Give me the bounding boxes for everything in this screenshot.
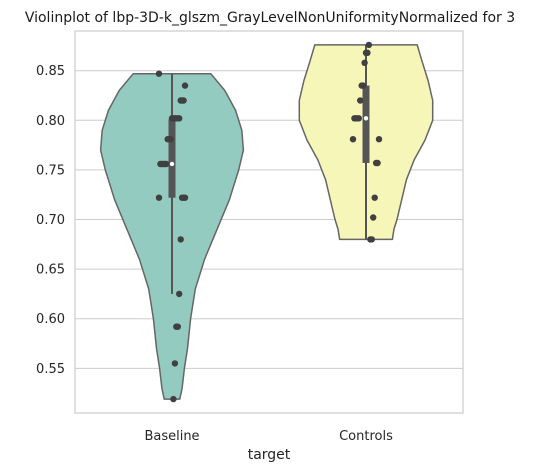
data-point-baseline (168, 115, 176, 122)
iqr-box-baseline (168, 119, 176, 198)
data-point-controls (362, 49, 370, 56)
data-point-controls (351, 115, 358, 122)
data-point-baseline (173, 323, 180, 330)
data-point-baseline (177, 236, 184, 243)
violin-layer (99, 44, 434, 400)
y-tick-label: 0.75 (36, 163, 65, 178)
data-point-controls (372, 159, 380, 167)
y-tick-label: 0.80 (36, 114, 65, 129)
data-point-baseline (178, 194, 186, 201)
median-marker-baseline (169, 161, 175, 167)
data-point-baseline (181, 82, 189, 89)
data-point-controls (375, 136, 383, 143)
data-point-controls (370, 214, 377, 221)
data-point-controls (357, 97, 364, 104)
x-axis-label: target (248, 447, 291, 463)
data-point-baseline (157, 160, 164, 168)
data-point-baseline (155, 194, 163, 201)
box-layer (168, 44, 370, 294)
data-point-controls (358, 82, 365, 89)
y-tick-label: 0.85 (36, 64, 65, 79)
data-point-baseline (155, 70, 163, 77)
data-point-controls (365, 41, 373, 49)
data-point-baseline (171, 360, 179, 367)
y-tick-label: 0.65 (36, 263, 65, 278)
iqr-box-controls (362, 85, 370, 163)
data-point-baseline (170, 395, 177, 403)
chart-title: Violinplot of lbp-3D-k_glszm_GrayLevelNo… (25, 10, 515, 26)
y-tick-label: 0.60 (36, 312, 65, 327)
point-layer (155, 41, 383, 403)
axis-layer: 0.55 0.60 0.65 0.70 0.75 0.80 0.85 Baseline Cont… (36, 30, 464, 444)
y-tick-label: 0.70 (36, 213, 65, 228)
data-point-baseline (164, 136, 171, 143)
x-tick-label: Baseline (144, 429, 199, 444)
data-point-controls (371, 194, 378, 201)
median-marker-controls (363, 116, 369, 121)
data-point-controls (367, 236, 374, 243)
y-tick-label: 0.55 (36, 362, 65, 377)
data-point-baseline (177, 97, 184, 104)
plot-frame (74, 30, 464, 414)
data-point-controls (361, 59, 368, 66)
data-point-baseline (176, 290, 183, 298)
data-point-controls (349, 136, 357, 143)
x-tick-label: Controls (339, 429, 393, 444)
